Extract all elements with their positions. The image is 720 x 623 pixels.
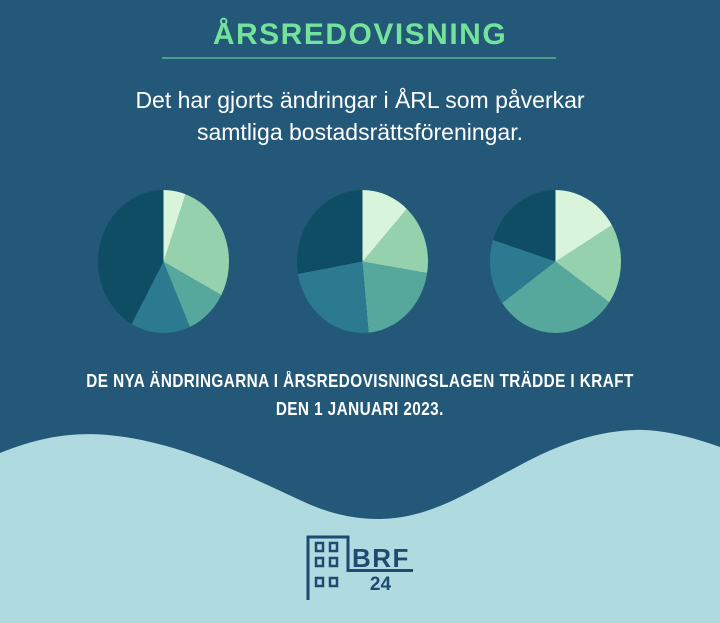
caption: DE NYA ÄNDRINGARNA I ÅRSREDOVISNINGSLAGE… bbox=[0, 367, 720, 423]
window-icon bbox=[314, 576, 325, 588]
logo-brand-text: BRF bbox=[352, 543, 410, 573]
building-icon bbox=[306, 535, 413, 600]
pie-chart-right bbox=[490, 190, 621, 333]
title-divider bbox=[162, 57, 556, 59]
brand-logo: BRF 24 bbox=[305, 534, 415, 602]
window-icon bbox=[314, 541, 325, 553]
subtitle-line-1: Det har gjorts ändringar i ÅRL som påver… bbox=[135, 87, 585, 113]
pie-chart-middle bbox=[297, 190, 428, 333]
window-icon bbox=[314, 556, 325, 568]
pie-chart-left bbox=[98, 190, 229, 333]
caption-line-2: DEN 1 JANUARI 2023. bbox=[276, 399, 444, 419]
page-title: ÅRSREDOVISNING bbox=[212, 18, 508, 51]
subtitle-line-2: samtliga bostadsrättsföreningar. bbox=[196, 119, 523, 145]
logo-number-text: 24 bbox=[369, 574, 392, 595]
caption-line-1: DE NYA ÄNDRINGARNA I ÅRSREDOVISNINGSLAGE… bbox=[86, 371, 634, 391]
window-icon bbox=[328, 556, 339, 568]
subtitle: Det har gjorts ändringar i ÅRL som påver… bbox=[0, 84, 720, 148]
window-icon bbox=[328, 576, 339, 588]
window-icon bbox=[328, 541, 339, 553]
